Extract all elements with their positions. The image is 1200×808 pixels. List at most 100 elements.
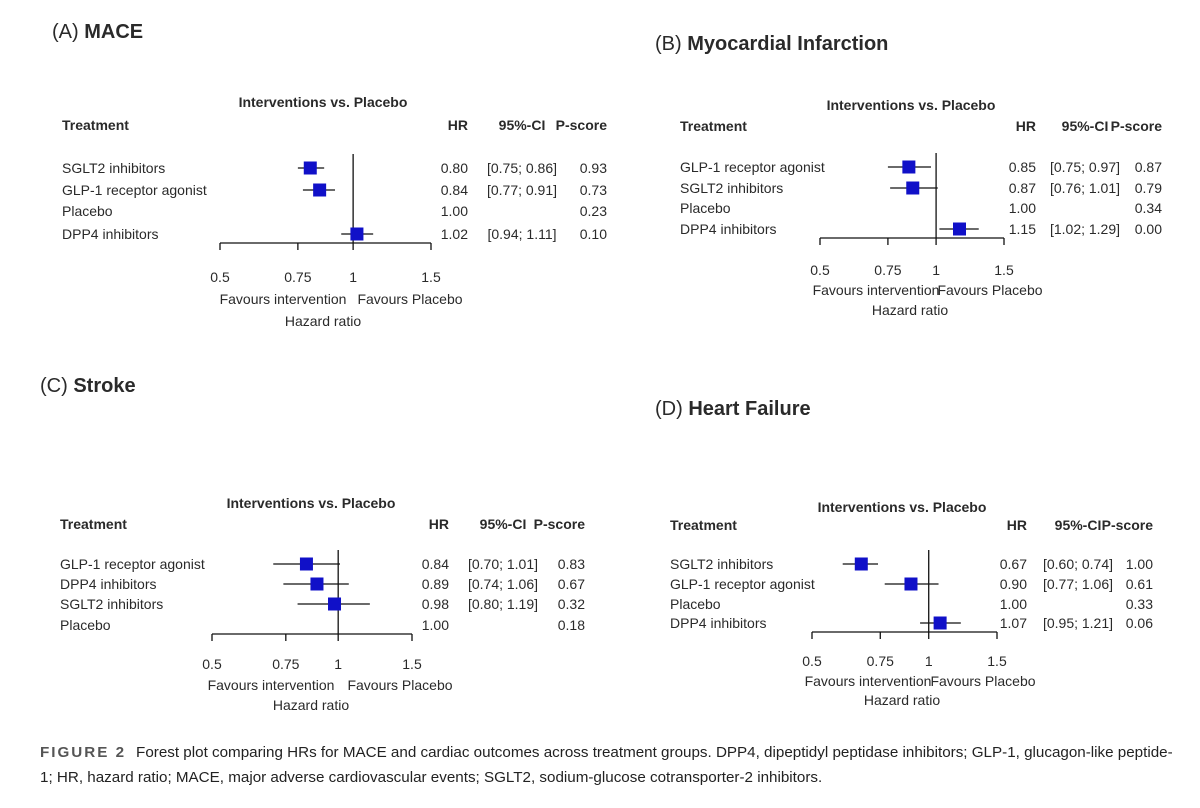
hr-value: 1.02 [441, 226, 468, 242]
column-header-hr: HR [1007, 517, 1027, 533]
x-tick-label: 0.5 [802, 653, 822, 669]
ci-value: [0.75; 0.86] [487, 160, 557, 176]
p-score-value: 0.67 [558, 576, 585, 592]
hr-point-marker [902, 160, 916, 174]
x-tick-label: 1.5 [987, 653, 1007, 669]
figure-caption: FIGURE 2 Forest plot comparing HRs for MA… [40, 740, 1180, 790]
x-tick-label: 0.75 [874, 262, 901, 278]
panel-title: (C) Stroke [40, 375, 136, 397]
ci-value: [0.77; 0.91] [487, 182, 557, 198]
hr-value: 0.89 [422, 576, 449, 592]
treatment-label: DPP4 inhibitors [680, 221, 777, 237]
treatment-label: DPP4 inhibitors [62, 226, 159, 242]
treatment-label: SGLT2 inhibitors [680, 180, 783, 196]
hr-value: 0.90 [1000, 576, 1027, 592]
panel-title-text: MACE [84, 21, 143, 43]
x-tick-label: 0.5 [202, 656, 222, 672]
p-score-value: 0.10 [580, 226, 607, 242]
ci-value: [0.76; 1.01] [1050, 180, 1120, 196]
panel-label: (C) [40, 375, 73, 397]
p-score-value: 0.93 [580, 160, 607, 176]
p-score-value: 0.33 [1126, 596, 1153, 612]
favours-placebo-label: Favours Placebo [357, 291, 462, 307]
hr-value: 0.84 [422, 556, 449, 572]
x-tick-label: 0.75 [867, 653, 894, 669]
hr-point-marker [933, 616, 947, 630]
ci-value: [0.74; 1.06] [468, 576, 538, 592]
column-header-pscore: P-score [534, 516, 586, 532]
treatment-label: DPP4 inhibitors [60, 576, 157, 592]
x-axis-title: Hazard ratio [285, 313, 361, 329]
ci-value: [0.70; 1.01] [468, 556, 538, 572]
comparison-subtitle: Interventions vs. Placebo [827, 97, 996, 113]
column-header-hr: HR [1016, 118, 1036, 134]
p-score-value: 0.32 [558, 596, 585, 612]
favours-intervention-label: Favours intervention [805, 673, 932, 689]
treatment-label: SGLT2 inhibitors [60, 596, 163, 612]
treatment-label: GLP-1 receptor agonist [60, 556, 205, 572]
hr-point-marker [854, 557, 868, 571]
hr-value: 0.84 [441, 182, 468, 198]
hr-point-marker [952, 222, 966, 236]
figure-label: FIGURE 2 [40, 744, 127, 761]
ci-value: [0.94; 1.11] [487, 226, 556, 242]
x-axis-title: Hazard ratio [864, 692, 940, 708]
caption-text: Forest plot comparing HRs for MACE and c… [40, 744, 1173, 786]
treatment-label: SGLT2 inhibitors [62, 160, 165, 176]
p-score-value: 0.34 [1135, 200, 1162, 216]
p-score-value: 0.06 [1126, 615, 1153, 631]
hr-point-marker [303, 161, 317, 175]
forest-panel: (C) Stroke Interventions vs. Placebo Treat… [40, 375, 585, 713]
x-tick-label: 0.5 [810, 262, 830, 278]
ci-value: [0.95; 1.21] [1043, 615, 1113, 631]
favours-placebo-label: Favours Placebo [930, 673, 1035, 689]
panel-label: (A) [52, 21, 84, 43]
ci-value: [0.60; 0.74] [1043, 556, 1113, 572]
forest-plot-figure: (A) MACE Interventions vs. Placebo Treatme… [40, 21, 1162, 713]
ci-value: [0.80; 1.19] [468, 596, 538, 612]
hr-value: 1.00 [1009, 200, 1036, 216]
favours-placebo-label: Favours Placebo [937, 282, 1042, 298]
forest-panel: (B) Myocardial Infarction Interventions v… [655, 33, 1162, 318]
panel-label: (D) [655, 398, 688, 420]
treatment-label: Placebo [62, 203, 113, 219]
column-header-treatment: Treatment [670, 517, 737, 533]
x-tick-label: 1.5 [994, 262, 1014, 278]
ci-value: [1.02; 1.29] [1050, 221, 1120, 237]
favours-intervention-label: Favours intervention [813, 282, 940, 298]
treatment-label: GLP-1 receptor agonist [670, 576, 815, 592]
treatment-label: DPP4 inhibitors [670, 615, 767, 631]
ci-value: [0.77; 1.06] [1043, 576, 1113, 592]
comparison-subtitle: Interventions vs. Placebo [818, 499, 987, 515]
column-header-treatment: Treatment [62, 117, 129, 133]
x-tick-label: 0.5 [210, 269, 230, 285]
x-tick-label: 0.75 [272, 656, 299, 672]
hr-point-marker [313, 183, 327, 197]
hr-point-marker [906, 181, 920, 195]
hr-value: 0.85 [1009, 159, 1036, 175]
column-header-treatment: Treatment [60, 516, 127, 532]
favours-placebo-label: Favours Placebo [347, 677, 452, 693]
x-axis-title: Hazard ratio [872, 302, 948, 318]
p-score-value: 0.00 [1135, 221, 1162, 237]
column-header-pscore: P-score [556, 117, 608, 133]
treatment-label: GLP-1 receptor agonist [62, 182, 207, 198]
column-header-ci: 95%-CI [480, 516, 527, 532]
favours-intervention-label: Favours intervention [208, 677, 335, 693]
treatment-label: SGLT2 inhibitors [670, 556, 773, 572]
treatment-label: Placebo [60, 617, 111, 633]
p-score-value: 0.87 [1135, 159, 1162, 175]
hr-value: 1.07 [1000, 615, 1027, 631]
x-tick-label: 1.5 [402, 656, 422, 672]
x-tick-label: 1.5 [421, 269, 441, 285]
x-tick-label: 1 [349, 269, 357, 285]
x-axis-title: Hazard ratio [273, 697, 349, 713]
p-score-value: 0.73 [580, 182, 607, 198]
treatment-label: Placebo [680, 200, 731, 216]
hr-value: 0.80 [441, 160, 468, 176]
hr-point-marker [350, 227, 364, 241]
p-score-value: 0.18 [558, 617, 585, 633]
hr-value: 0.67 [1000, 556, 1027, 572]
column-header-pscore: P-score [1111, 118, 1163, 134]
column-header-ci: 95%-CI [499, 117, 546, 133]
